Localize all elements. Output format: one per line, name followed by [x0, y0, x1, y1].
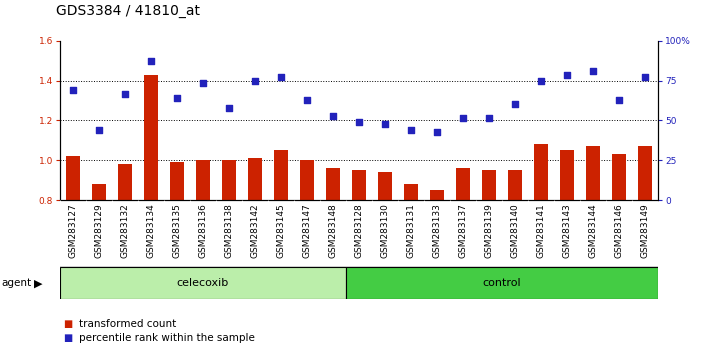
Point — [93, 127, 104, 133]
Point — [67, 88, 78, 93]
Text: GSM283148: GSM283148 — [329, 203, 337, 258]
Text: ■: ■ — [63, 333, 73, 343]
Bar — [170, 162, 184, 200]
Bar — [378, 172, 392, 200]
Bar — [65, 156, 80, 200]
Text: GSM283131: GSM283131 — [407, 203, 415, 258]
Text: GSM283129: GSM283129 — [94, 203, 103, 258]
Bar — [352, 170, 366, 200]
Text: transformed count: transformed count — [79, 319, 176, 329]
Bar — [300, 160, 314, 200]
Point — [301, 98, 313, 103]
Text: GSM283128: GSM283128 — [355, 203, 363, 258]
Point — [145, 58, 156, 63]
Text: control: control — [483, 278, 522, 288]
Text: GSM283137: GSM283137 — [458, 203, 467, 258]
Point — [458, 115, 469, 121]
Point — [484, 115, 495, 121]
Bar — [274, 150, 288, 200]
Point — [223, 105, 234, 111]
Point — [249, 78, 260, 84]
Point — [640, 74, 651, 79]
Bar — [430, 190, 444, 200]
Text: GSM283143: GSM283143 — [562, 203, 572, 258]
Point — [119, 92, 130, 97]
Text: GSM283133: GSM283133 — [432, 203, 441, 258]
Point — [171, 96, 182, 101]
Text: GSM283130: GSM283130 — [381, 203, 389, 258]
Text: celecoxib: celecoxib — [177, 278, 229, 288]
Text: GDS3384 / 41810_at: GDS3384 / 41810_at — [56, 4, 201, 18]
Text: ■: ■ — [63, 319, 73, 329]
Text: GSM283141: GSM283141 — [536, 203, 546, 258]
Bar — [456, 168, 470, 200]
Text: GSM283140: GSM283140 — [510, 203, 520, 258]
Point — [614, 98, 625, 103]
Bar — [508, 170, 522, 200]
Point — [510, 102, 521, 107]
Text: GSM283139: GSM283139 — [484, 203, 494, 258]
Text: agent: agent — [1, 278, 32, 288]
Bar — [222, 160, 236, 200]
Text: percentile rank within the sample: percentile rank within the sample — [79, 333, 255, 343]
Text: ▶: ▶ — [34, 278, 42, 288]
Point — [275, 74, 287, 79]
Point — [588, 68, 599, 73]
Text: GSM283136: GSM283136 — [199, 203, 208, 258]
Point — [327, 114, 339, 119]
Text: GSM283132: GSM283132 — [120, 203, 130, 258]
Point — [536, 78, 547, 84]
Bar — [612, 154, 627, 200]
Bar — [196, 160, 210, 200]
Bar — [144, 75, 158, 200]
Bar — [118, 164, 132, 200]
Text: GSM283146: GSM283146 — [615, 203, 624, 258]
Bar — [560, 150, 574, 200]
Bar — [60, 267, 346, 299]
Text: GSM283144: GSM283144 — [589, 203, 598, 258]
Point — [406, 127, 417, 133]
Point — [197, 80, 208, 85]
Text: GSM283145: GSM283145 — [277, 203, 286, 258]
Bar — [404, 184, 418, 200]
Text: GSM283138: GSM283138 — [225, 203, 234, 258]
Bar — [534, 144, 548, 200]
Bar — [346, 267, 658, 299]
Text: GSM283149: GSM283149 — [641, 203, 650, 258]
Bar — [586, 146, 601, 200]
Text: GSM283134: GSM283134 — [146, 203, 156, 258]
Text: GSM283135: GSM283135 — [172, 203, 182, 258]
Point — [379, 121, 391, 127]
Bar — [326, 168, 340, 200]
Text: GSM283127: GSM283127 — [68, 203, 77, 258]
Text: GSM283142: GSM283142 — [251, 203, 260, 258]
Point — [562, 72, 573, 78]
Bar — [482, 170, 496, 200]
Bar — [92, 184, 106, 200]
Bar — [248, 158, 262, 200]
Text: GSM283147: GSM283147 — [303, 203, 311, 258]
Point — [353, 120, 365, 125]
Bar — [638, 146, 653, 200]
Point — [432, 130, 443, 135]
